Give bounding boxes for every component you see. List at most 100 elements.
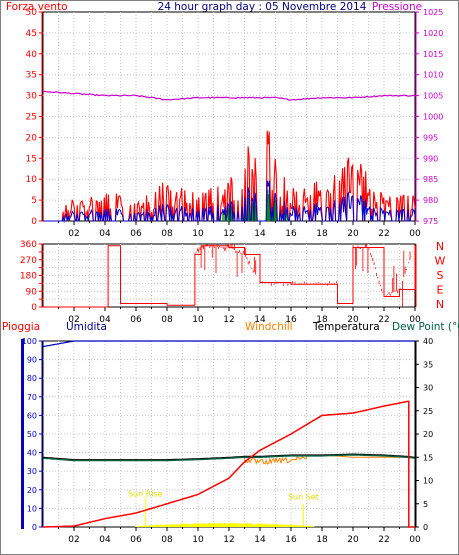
wind-x-tick-label: 08 xyxy=(161,229,173,239)
wind-y-tick-label: 45 xyxy=(26,29,37,39)
wind-x-tick-label: 06 xyxy=(130,229,142,239)
temperature-y2-tick-label: 10 xyxy=(423,477,433,486)
direction-x-tick-label: 12 xyxy=(223,315,234,325)
direction-y-tick-label: 0 xyxy=(31,303,37,313)
wind-x-tick-label: 22 xyxy=(378,229,389,239)
weather-x-tick-label: 00 xyxy=(409,535,421,545)
direction-label: N xyxy=(436,240,444,253)
humidity-y-tick-label: 80 xyxy=(27,374,37,383)
weather-x-tick-label: 04 xyxy=(99,535,111,545)
wind-x-tick-label: 10 xyxy=(192,229,204,239)
humidity-y-tick-label: 50 xyxy=(27,430,37,439)
direction-noise-series xyxy=(194,244,412,307)
wind-x-tick-label: 12 xyxy=(223,229,234,239)
temperature-y2-tick-label: 25 xyxy=(423,407,433,416)
wind-y-tick-label: 20 xyxy=(26,133,38,143)
pressure-y2-tick-label: 1005 xyxy=(423,92,443,101)
humidity-y-tick-label: 20 xyxy=(27,486,37,495)
weather-x-tick-label: 10 xyxy=(192,535,204,545)
direction-x-tick-label: 10 xyxy=(192,315,204,325)
direction-label: N xyxy=(436,298,444,311)
direction-label: E xyxy=(437,284,444,297)
pressure-y2-tick-label: 1015 xyxy=(423,50,443,59)
direction-x-tick-label: 02 xyxy=(68,315,79,325)
direction-series xyxy=(43,245,416,308)
direction-y-tick-label: 270 xyxy=(20,256,37,266)
sunrise-label: Sun Rise xyxy=(128,489,163,498)
temperature-y2-tick-label: 5 xyxy=(423,500,428,509)
humidity-y-tick-label: 90 xyxy=(27,356,37,365)
wind-y-tick-label: 0 xyxy=(31,217,37,227)
humidity-y-tick-label: 70 xyxy=(27,393,37,402)
wind-y-tick-label: 35 xyxy=(26,71,37,81)
legend-label: Pioggia xyxy=(2,321,40,333)
direction-x-tick-label: 18 xyxy=(316,315,328,325)
temperature-y2-tick-label: 0 xyxy=(423,523,428,532)
weather-x-tick-label: 20 xyxy=(347,535,359,545)
direction-x-tick-label: 14 xyxy=(254,315,266,325)
wind-low-series xyxy=(217,189,288,221)
weather-x-tick-label: 02 xyxy=(68,535,79,545)
legend-label: Dew Point (°C xyxy=(392,321,459,333)
direction-y-tick-label: 180 xyxy=(20,272,37,282)
direction-x-tick-label: 20 xyxy=(347,315,359,325)
wind-x-tick-label: 02 xyxy=(68,229,79,239)
wind-y-tick-label: 15 xyxy=(26,154,37,164)
dewpoint-series xyxy=(42,454,416,462)
humidity-series xyxy=(42,340,415,348)
temperature-y2-tick-label: 35 xyxy=(423,360,433,369)
wind-y-tick-label: 50 xyxy=(26,8,38,18)
solar-series xyxy=(135,522,315,527)
wind-y-tick-label: 30 xyxy=(26,92,38,102)
legend-label: Umidita xyxy=(66,321,107,333)
humidity-y-tick-label: 30 xyxy=(27,467,37,476)
rain-series xyxy=(43,400,415,528)
pressure-y2-tick-label: 1025 xyxy=(423,8,443,17)
wind-x-tick-label: 00 xyxy=(409,229,421,239)
weather-x-tick-label: 14 xyxy=(254,535,266,545)
humidity-y-tick-label: 10 xyxy=(27,504,37,513)
pressure-y2-tick-label: 1000 xyxy=(423,113,443,122)
pressure-y2-tick-label: 990 xyxy=(423,154,438,163)
wind-x-tick-label: 16 xyxy=(285,229,297,239)
wind-x-tick-label: 18 xyxy=(316,229,328,239)
pressure-y2-tick-label: 995 xyxy=(423,133,438,142)
direction-x-tick-label: 04 xyxy=(99,315,111,325)
wind-y-tick-label: 25 xyxy=(26,113,37,123)
humidity-y-tick-label: 0 xyxy=(32,523,37,532)
wind-x-tick-label: 20 xyxy=(347,229,359,239)
direction-y-tick-label: 90 xyxy=(26,287,38,297)
pressure-series xyxy=(42,90,416,101)
temperature-series xyxy=(42,453,416,461)
direction-x-tick-label: 00 xyxy=(409,315,421,325)
weather-x-tick-label: 08 xyxy=(161,535,173,545)
weather-x-tick-label: 16 xyxy=(285,535,297,545)
wind-y-tick-label: 5 xyxy=(31,196,37,206)
direction-y-tick-label: 360 xyxy=(20,240,37,250)
humidity-axis-bar xyxy=(21,339,24,529)
wind-x-tick-label: 04 xyxy=(99,229,111,239)
wind-y-tick-label: 40 xyxy=(26,50,38,60)
pressure-y2-tick-label: 985 xyxy=(423,175,438,184)
direction-x-tick-label: 08 xyxy=(161,315,173,325)
weather-x-tick-label: 12 xyxy=(223,535,234,545)
direction-label: W xyxy=(435,255,446,268)
direction-x-tick-label: 22 xyxy=(378,315,389,325)
temperature-y2-tick-label: 30 xyxy=(423,384,433,393)
pressure-y2-tick-label: 1020 xyxy=(423,29,443,38)
temperature-y2-tick-label: 40 xyxy=(423,337,433,346)
page-title: 24 hour graph day : 05 Novembre 2014 xyxy=(158,1,367,13)
humidity-y-tick-label: 60 xyxy=(27,411,37,420)
direction-label: S xyxy=(437,269,444,282)
direction-x-tick-label: 16 xyxy=(285,315,297,325)
weather-x-tick-label: 22 xyxy=(378,535,389,545)
legend-label: Windchill xyxy=(245,321,293,333)
wind-title: Forza vento xyxy=(6,1,68,13)
temperature-y2-tick-label: 20 xyxy=(423,430,433,439)
pressure-y2-tick-label: 980 xyxy=(423,196,438,205)
temperature-y2-tick-label: 15 xyxy=(423,453,433,462)
legend-label: Temperatura xyxy=(312,321,380,333)
sunset-label: Sun Set xyxy=(288,493,319,502)
pressure-y2-tick-label: 1010 xyxy=(423,71,443,80)
